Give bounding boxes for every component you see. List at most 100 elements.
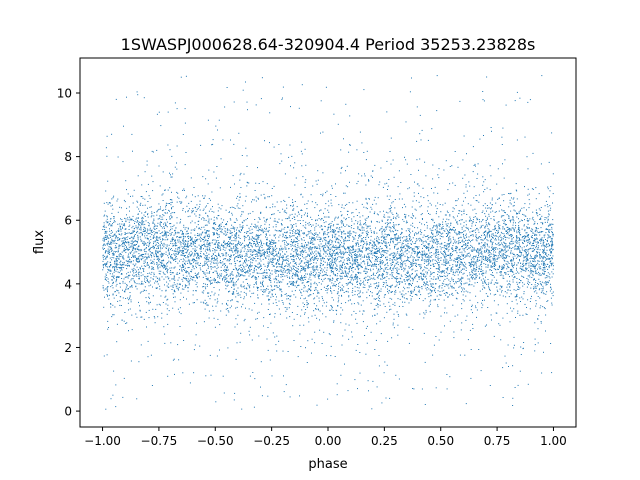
data-point — [223, 245, 225, 246]
data-point — [167, 212, 168, 214]
data-point — [268, 248, 270, 250]
data-point — [534, 322, 536, 324]
data-point — [469, 284, 471, 286]
data-point — [164, 333, 166, 335]
data-point — [533, 291, 535, 293]
data-point — [181, 246, 183, 248]
data-point — [368, 265, 370, 266]
data-point — [414, 234, 415, 236]
data-point — [381, 243, 383, 245]
data-point — [367, 275, 369, 277]
data-point — [480, 262, 482, 264]
data-point — [315, 308, 317, 309]
data-point — [492, 262, 494, 264]
data-point — [390, 239, 392, 241]
data-point — [154, 225, 156, 227]
data-point — [249, 242, 251, 244]
data-point — [425, 267, 427, 269]
data-point — [233, 143, 235, 145]
data-point — [455, 205, 457, 206]
data-point — [471, 277, 473, 279]
data-point — [207, 221, 209, 223]
data-point — [258, 230, 259, 232]
data-point — [440, 331, 442, 333]
data-point — [231, 232, 233, 234]
data-point — [356, 183, 358, 185]
data-point — [180, 76, 182, 78]
data-point — [213, 253, 214, 255]
data-point — [487, 284, 489, 286]
data-point — [534, 233, 536, 235]
data-point — [318, 276, 320, 277]
data-point — [120, 305, 122, 306]
data-point — [124, 217, 126, 219]
data-point — [325, 250, 327, 252]
data-point — [476, 249, 478, 251]
data-point — [104, 236, 106, 238]
data-point — [507, 265, 509, 267]
data-point — [501, 266, 503, 268]
data-point — [111, 231, 113, 233]
data-point — [312, 266, 314, 268]
data-point — [423, 276, 425, 277]
data-point — [144, 204, 146, 206]
data-point — [318, 277, 319, 279]
data-point — [475, 270, 477, 272]
data-point — [329, 264, 330, 266]
data-point — [475, 195, 477, 196]
data-point — [548, 230, 549, 232]
data-point — [112, 394, 114, 396]
data-point — [343, 261, 345, 263]
data-point — [244, 236, 246, 238]
data-point — [412, 268, 414, 270]
data-point — [451, 229, 453, 231]
data-point — [323, 231, 325, 233]
data-point — [324, 245, 326, 247]
data-point — [531, 265, 533, 267]
data-point — [166, 221, 168, 223]
data-point — [271, 261, 273, 263]
data-point — [378, 264, 379, 266]
data-point — [510, 259, 511, 261]
data-point — [425, 283, 426, 285]
data-point — [478, 201, 480, 203]
data-point — [278, 251, 280, 253]
data-point — [330, 266, 332, 268]
data-point — [519, 259, 520, 261]
data-point — [535, 272, 537, 274]
data-point — [332, 237, 333, 239]
data-point — [433, 235, 435, 237]
data-point — [495, 248, 497, 250]
data-point — [330, 290, 332, 292]
data-point — [140, 228, 142, 230]
data-point — [256, 234, 258, 236]
data-point — [187, 228, 189, 230]
data-point — [522, 285, 524, 287]
data-point — [457, 255, 459, 257]
data-point — [396, 311, 398, 313]
data-point — [451, 247, 453, 249]
data-point — [486, 225, 488, 227]
data-point — [532, 237, 533, 239]
data-point — [321, 225, 323, 227]
data-point — [274, 246, 276, 248]
data-point — [259, 235, 261, 237]
data-point — [359, 283, 361, 285]
data-point — [459, 354, 461, 356]
data-point — [359, 295, 361, 297]
data-point — [412, 273, 413, 274]
data-point — [400, 247, 401, 249]
data-point — [175, 245, 176, 247]
data-point — [280, 230, 282, 232]
data-point — [184, 108, 186, 110]
data-point — [272, 252, 274, 254]
data-point — [299, 395, 300, 397]
data-point — [502, 249, 503, 251]
data-point — [496, 244, 498, 246]
data-point — [121, 219, 123, 221]
data-point — [235, 233, 237, 235]
data-point — [521, 228, 523, 230]
data-point — [162, 239, 164, 241]
data-point — [393, 276, 394, 278]
data-point — [226, 233, 228, 235]
